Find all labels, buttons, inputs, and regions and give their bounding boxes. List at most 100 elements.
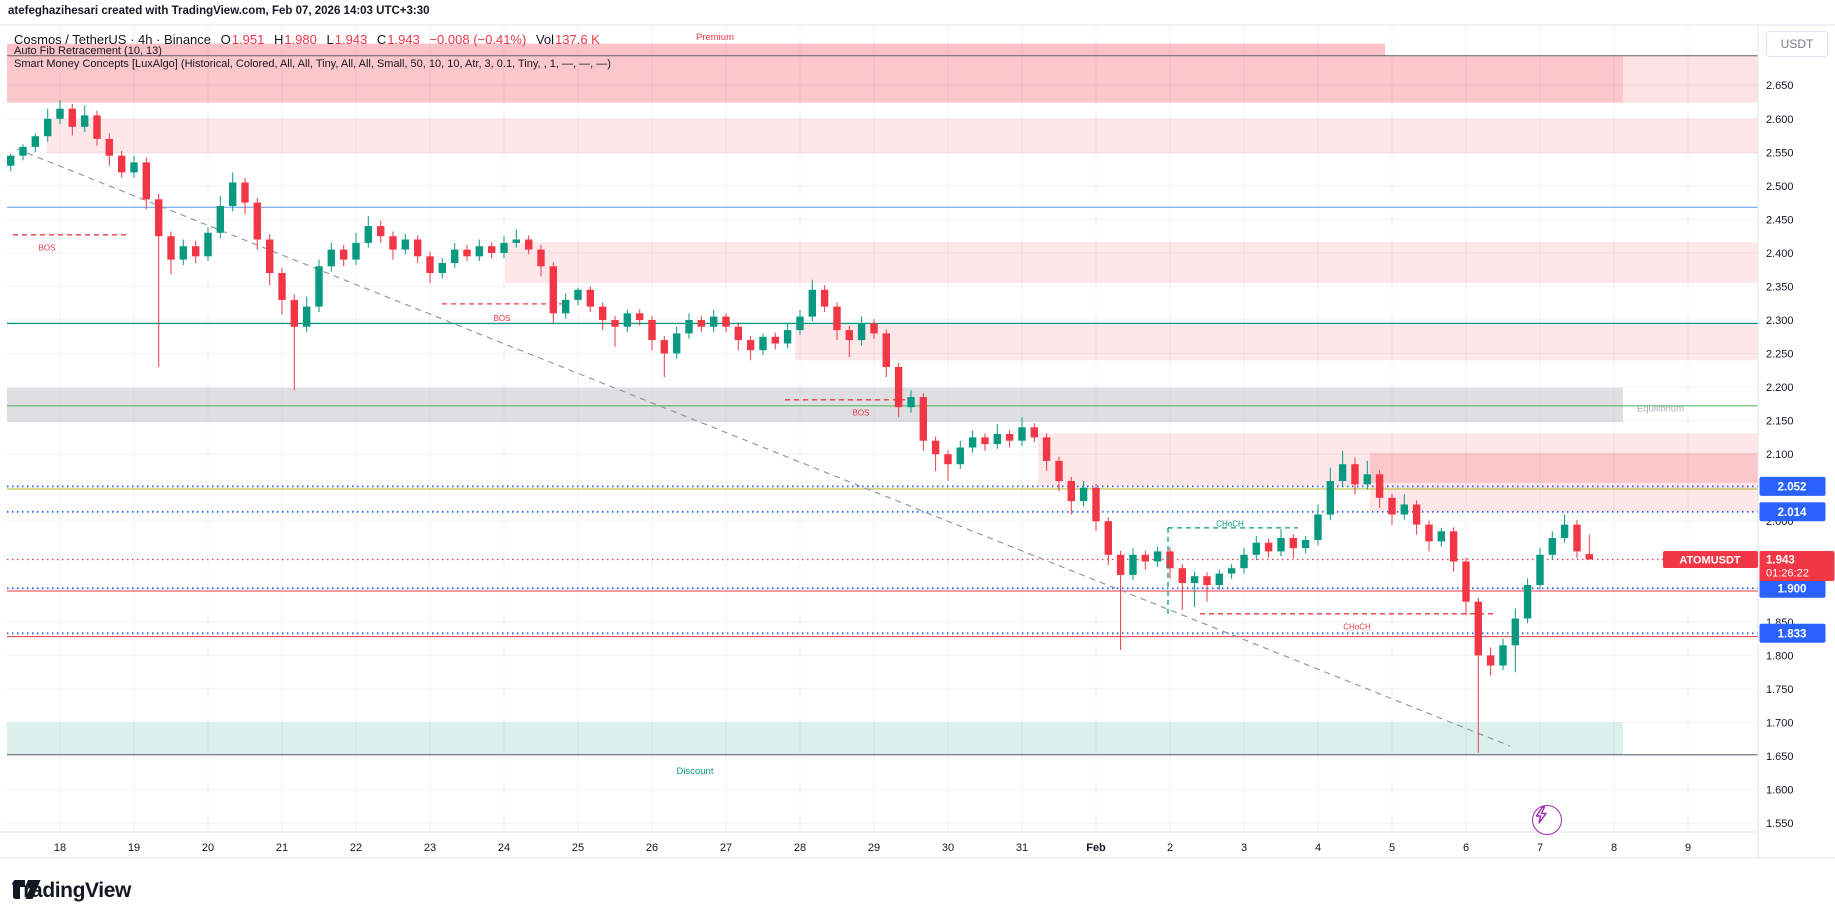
close-value: 1.943 [387,32,420,47]
candle [1560,524,1569,538]
low-value: 1.943 [334,32,368,47]
candle [759,336,767,351]
chart-annotations: BOS BOS BOS CHoCH CHoCH Equilibrium Premium Dis… [39,32,1685,777]
candle [562,299,570,314]
level-badge-label: 1.833 [1778,628,1807,640]
candle [648,320,656,341]
candle [1363,474,1371,485]
candle [1388,497,1396,515]
supply-zone-4 [1038,433,1758,486]
equilibrium-zone [7,387,1623,422]
tradingview-logo[interactable]: TradingView [12,879,131,903]
time-axis[interactable] [0,834,1758,858]
premium-zone [7,55,1623,103]
candle [241,182,249,203]
candle [438,263,446,273]
candle [327,249,335,267]
time-tick: 26 [646,842,658,854]
price-tick: 2.600 [1766,114,1794,126]
price-tick: 2.400 [1766,248,1794,260]
candle [783,330,792,344]
candle [1178,568,1186,583]
candle [44,118,52,137]
candle [1079,487,1088,502]
candle [993,434,1001,445]
candle [599,306,607,320]
candle [1400,504,1408,515]
change-value: −0.008 (−0.41%) [429,32,527,47]
price-tick: 2.100 [1766,449,1794,461]
candle [808,289,816,317]
candle [1104,521,1112,555]
candle [68,108,76,127]
candle [216,206,224,233]
annotation-discount: Discount [677,766,714,777]
candle [1055,460,1063,481]
candle [1215,573,1223,585]
annotation-premium: Premium [696,32,734,43]
candle [956,447,964,465]
candle [820,289,829,307]
candle [7,155,15,166]
candle [1116,554,1125,575]
candle [1499,645,1507,666]
fib-trendline[interactable] [16,148,1511,747]
candle [857,323,866,341]
time-tick: 8 [1611,842,1617,854]
candle [1425,524,1433,542]
time-tick: 6 [1463,842,1469,854]
candle [673,333,681,354]
price-tick: 2.200 [1766,382,1794,394]
candle [574,289,582,300]
candle [1548,538,1556,555]
symbol-legend[interactable]: Cosmos / TetherUS · 4h · Binance O1.951 … [14,32,606,47]
candle [734,326,742,341]
candle [1536,554,1544,585]
price-tick: 2.150 [1766,416,1794,428]
price-axis[interactable] [1758,26,1835,858]
time-tick: 2 [1167,842,1173,854]
candle [414,239,422,257]
candles [7,100,1593,753]
time-tick: 21 [276,842,288,854]
candle [1018,427,1026,441]
candle [944,454,952,465]
candle [1326,481,1334,515]
price-tick: 2.500 [1766,181,1794,193]
candle [981,437,989,445]
candle [894,367,903,408]
annotation-choch: CHoCH [1343,623,1371,632]
time-tick: 24 [498,842,510,854]
annotation-bos: BOS [853,409,870,418]
price-tick: 2.250 [1766,349,1794,361]
candle [1289,538,1297,549]
indicator-legend-smc[interactable]: Smart Money Concepts [LuxAlgo] (Historic… [14,58,611,70]
supply-zone-5 [1370,452,1758,483]
candle [1042,437,1051,461]
candle [315,266,323,307]
lightning-icon [1535,806,1547,824]
candle [611,320,619,327]
candle [931,440,940,455]
time-tick: 19 [128,842,140,854]
candle [130,162,138,173]
candle [919,397,927,441]
indicator-legend-autofib[interactable]: Auto Fib Retracement (10, 13) [14,45,162,57]
candle [1573,524,1581,552]
candle [549,266,557,314]
quick-trade-button[interactable] [1532,805,1562,835]
candle [377,226,385,237]
candle [1092,487,1100,522]
time-tick: 20 [202,842,214,854]
candle [1301,540,1310,549]
time-tick: 29 [868,842,880,854]
candle [746,340,755,351]
candle [1585,554,1593,560]
high-value: 1.980 [284,32,317,47]
time-tick: 7 [1537,842,1543,854]
symbol-title[interactable]: Cosmos / TetherUS · 4h · Binance [14,32,212,47]
currency-selector[interactable]: USDT [1766,31,1828,57]
